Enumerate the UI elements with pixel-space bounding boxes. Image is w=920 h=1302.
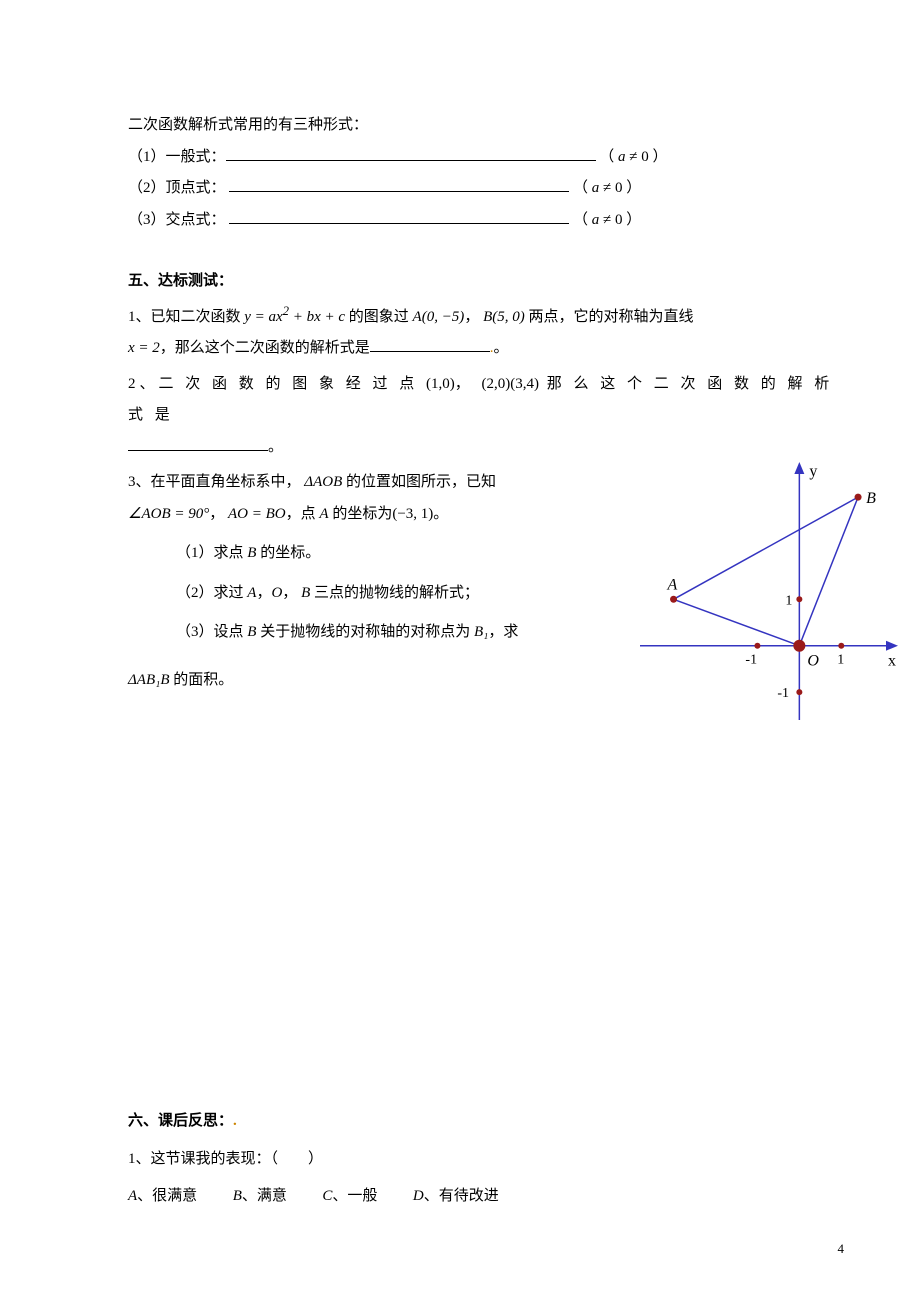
form-item-1: （1）一般式： （ a ≠ 0 ） [128,142,860,174]
sep: ， [209,506,228,522]
question-2: 2、二 次 函 数 的 图 象 经 过 点 (1,0)， (2,0)(3,4) … [128,369,860,432]
q1-mid: 的图象过 [345,309,413,325]
q3-l1-pre: 3、在平面直角坐标系中， [128,474,304,490]
coordinate-svg: y x A B O 1 -1 1 -1 [640,460,900,720]
form-label: （2）顶点式： [128,180,226,196]
opt-C-text: 、一般 [332,1188,377,1204]
sub2-pre: （2）求过 [176,585,247,601]
sep: ， [256,585,271,601]
svg-text:A: A [667,576,678,593]
svg-text:-1: -1 [777,686,789,701]
page: 二次函数解析式常用的有三种形式： （1）一般式： （ a ≠ 0 ） （2）顶点… [0,0,920,1302]
form-label: （1）一般式： [128,149,226,165]
section-6-title: 六、课后反思：. [128,1106,860,1138]
sub3-B1: B₁ [474,624,488,640]
section-6: 六、课后反思：. 1、这节课我的表现：（ ） A、很满意 B、满意 C、一般 D… [128,1106,860,1213]
svg-text:-1: -1 [745,653,757,668]
s6-q1: 1、这节课我的表现：（ ） [128,1144,860,1176]
q2-end: 。 [268,439,283,455]
forms-heading: 二次函数解析式常用的有三种形式： [128,110,860,142]
q3-eqlen: AO = BO [228,506,286,522]
form-cond: （ a ≠ 0 ） [599,149,667,165]
q3-l2-end: 。 [433,506,448,522]
q3-pt: (−3, 1) [392,506,433,522]
blank-line [229,176,569,192]
svg-text:O: O [807,653,819,670]
question-2-line2: 。 [128,432,860,464]
sub3-pre: （3）设点 [176,624,247,640]
q1-post: 两点，它的对称轴为直线 [525,309,694,325]
form-cond: （ a ≠ 0 ） [573,212,641,228]
q3-last-post: 的面积。 [170,672,234,688]
opt-A-label: A [128,1188,137,1204]
opt-D-label: D [413,1188,424,1204]
q1-eq: y = ax2 + bx + c [244,309,345,325]
q2-p1: (1,0) [426,376,455,392]
svg-text:1: 1 [837,653,844,668]
sub3-post: ，求 [488,624,518,640]
sep: ， [464,309,483,325]
blank-line [226,145,596,161]
question-1-line2: x = 2，那么这个二次函数的解析式是.。 [128,333,860,365]
svg-text:x: x [888,653,896,670]
q1-B: B(5, 0) [483,309,525,325]
q1-x2: x = 2 [128,340,160,356]
q3-A: A [319,506,328,522]
opt-C-label: C [322,1188,332,1204]
blank-line [229,208,569,224]
blank-line [128,435,268,451]
q3-angle: ∠AOB = 90° [128,506,209,522]
form-item-3: （3）交点式： （ a ≠ 0 ） [128,205,860,237]
s6-title-text: 六、课后反思： [128,1113,233,1129]
coordinate-figure: y x A B O 1 -1 1 -1 [640,460,900,720]
q3-last-tri: ΔAB₁B [128,672,170,688]
form-item-2: （2）顶点式： （ a ≠ 0 ） [128,173,860,205]
forms-intro: 二次函数解析式常用的有三种形式： （1）一般式： （ a ≠ 0 ） （2）顶点… [128,110,860,236]
opt-D-text: 、有待改进 [424,1188,499,1204]
sep: ， [282,585,301,601]
q2-p3: (3,4) [510,376,539,392]
sub2-O: O [271,585,282,601]
section-5-title: 五、达标测试： [128,266,860,298]
blank-line [370,336,490,352]
q3-l2-c: 的坐标为 [329,506,393,522]
q1-end: 。 [494,340,509,356]
q2-pre: 2、二 次 函 数 的 图 象 经 过 点 [128,376,426,392]
opt-B-text: 、满意 [242,1188,287,1204]
svg-text:B: B [866,490,876,507]
sub1-post: 的坐标。 [256,545,320,561]
sep: ， [455,376,482,392]
sub2-B: B [301,585,310,601]
form-label: （3）交点式： [128,212,226,228]
q3-l1-post: 的位置如图所示，已知 [342,474,496,490]
svg-text:1: 1 [785,593,792,608]
q1-A: A(0, −5) [413,309,465,325]
form-cond: （ a ≠ 0 ） [573,180,641,196]
question-1: 1、已知二次函数 y = ax2 + bx + c 的图象过 A(0, −5)，… [128,298,860,334]
svg-text:y: y [809,463,817,480]
sub3-mid: 关于抛物线的对称轴的对称点为 [256,624,474,640]
q1-l2mid: ，那么这个二次函数的解析式是 [160,340,370,356]
sub2-post: 三点的抛物线的解析式； [310,585,479,601]
dot-icon: . [233,1113,237,1129]
q2-p2: (2,0) [482,376,511,392]
opt-A-text: 、很满意 [137,1188,197,1204]
sub1-pre: （1）求点 [176,545,247,561]
opt-B-label: B [233,1188,242,1204]
page-number: 4 [838,1235,845,1262]
s6-options: A、很满意 B、满意 C、一般 D、有待改进 [128,1181,860,1213]
q1-pre: 1、已知二次函数 [128,309,244,325]
q3-tri: ΔAOB [304,474,342,490]
q3-l2-mid: ，点 [286,506,320,522]
